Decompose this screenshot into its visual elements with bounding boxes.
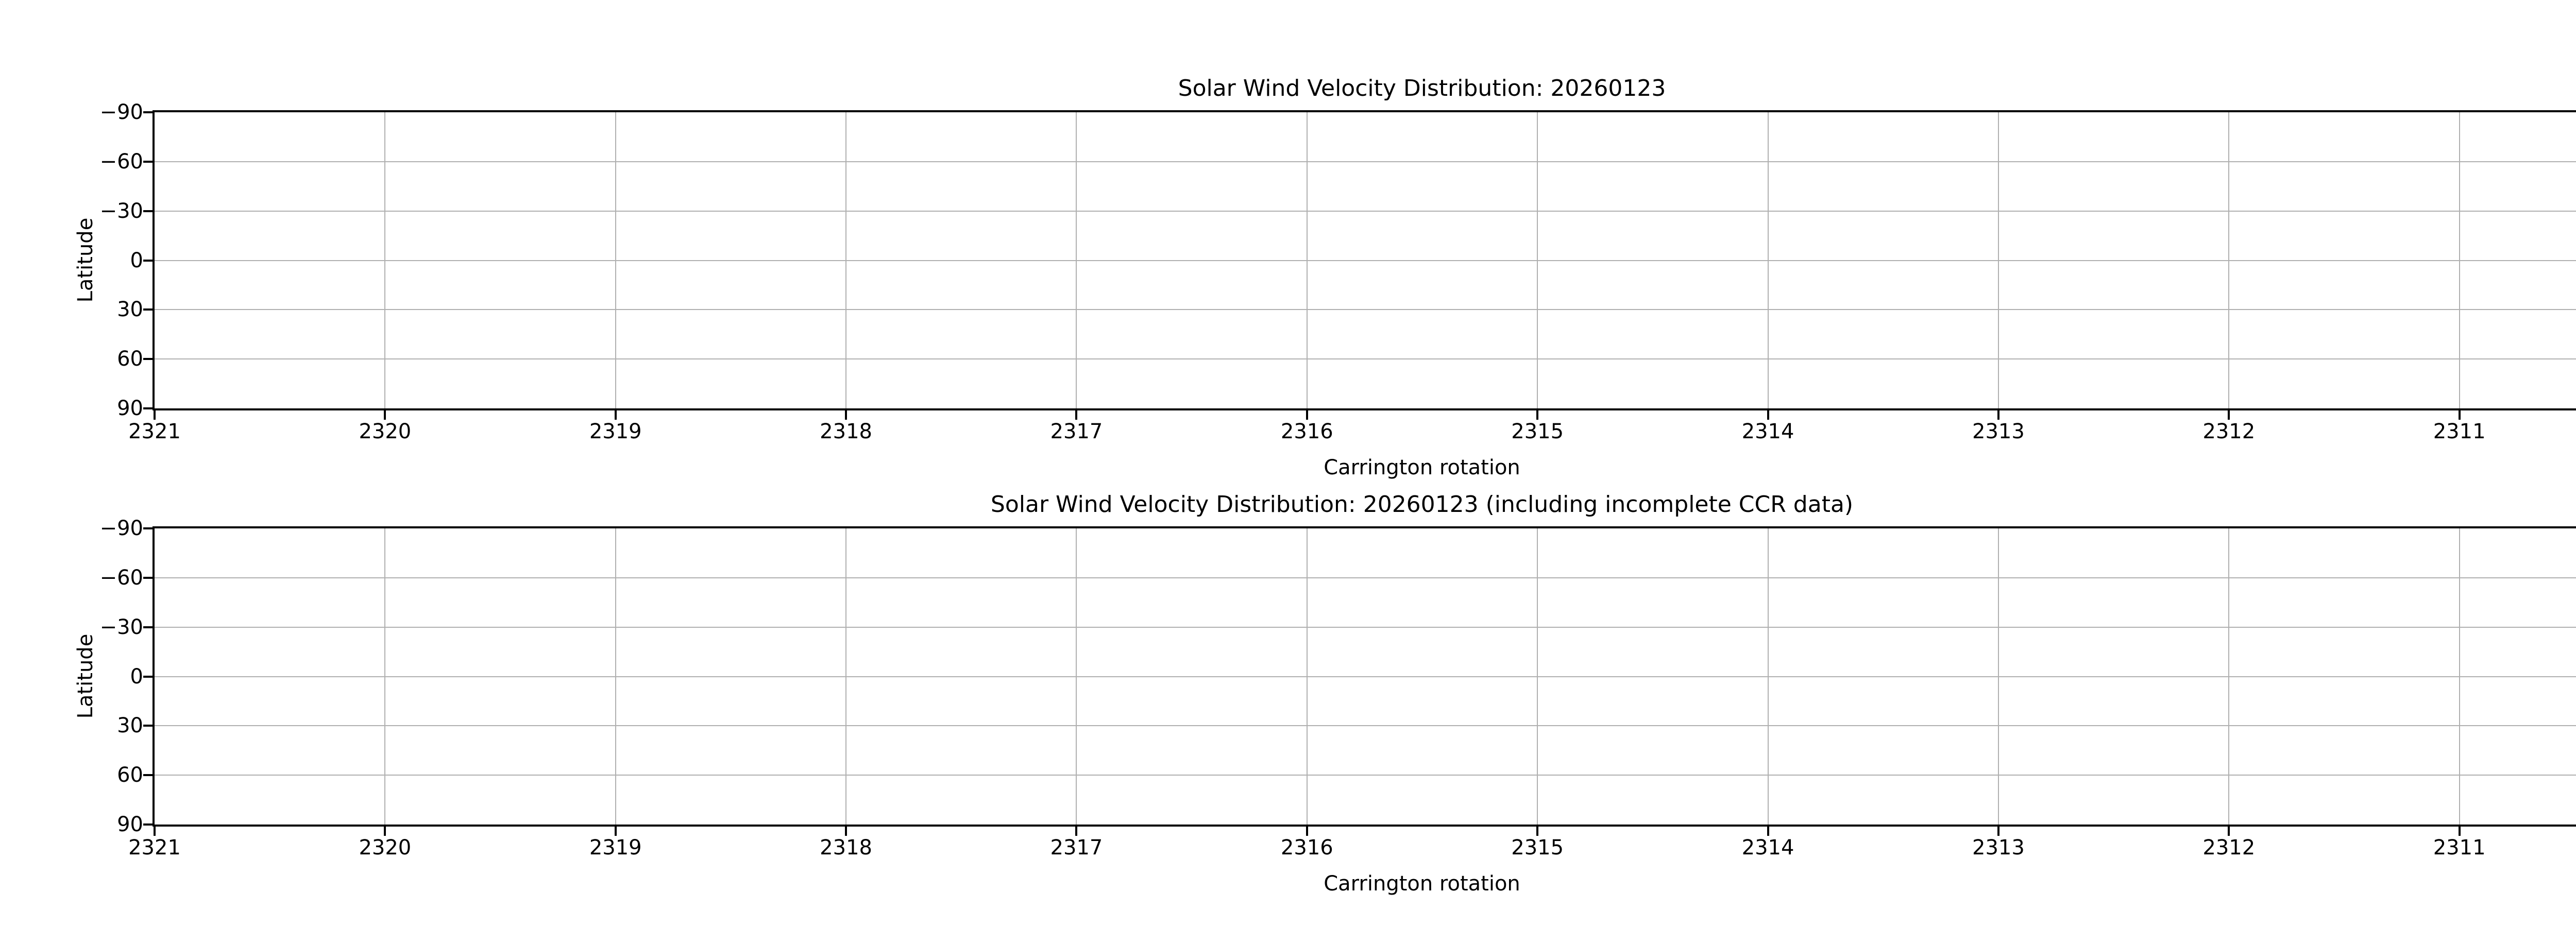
axes-area	[152, 526, 2576, 827]
y-tick-mark	[143, 259, 152, 262]
x-tick-label: 2321	[128, 420, 181, 443]
x-tick-mark	[2228, 827, 2230, 836]
gridline-horizontal	[155, 577, 2576, 578]
y-tick-label: −60	[99, 149, 143, 174]
gridline-horizontal	[155, 676, 2576, 677]
x-tick-label: 2316	[1280, 420, 1333, 443]
y-axis-label: Latitude	[74, 633, 97, 719]
x-tick-label: 2315	[1511, 420, 1564, 443]
gridline-horizontal	[155, 775, 2576, 776]
x-tick-label: 2312	[2202, 836, 2256, 860]
gridline-horizontal	[155, 626, 2576, 628]
x-tick-label: 2318	[820, 420, 872, 443]
x-tick-mark	[614, 827, 617, 836]
y-tick-mark	[143, 823, 152, 826]
x-tick-mark	[384, 410, 386, 420]
y-tick-label: 60	[117, 347, 143, 371]
y-tick-label: −30	[99, 615, 143, 639]
x-tick-label: 2319	[589, 836, 642, 860]
x-tick-label: 2311	[2433, 836, 2486, 860]
x-tick-label: 2311	[2433, 420, 2486, 443]
y-tick-mark	[143, 675, 152, 678]
y-tick-mark	[143, 527, 152, 529]
y-tick-label: 60	[117, 763, 143, 787]
gridline-horizontal	[155, 260, 2576, 261]
x-tick-label: 2320	[359, 420, 412, 443]
y-tick-label: 90	[117, 813, 143, 836]
x-tick-mark	[1075, 827, 1078, 836]
x-tick-mark	[1997, 827, 1999, 836]
x-tick-mark	[1075, 410, 1078, 420]
plot-title: Solar Wind Velocity Distribution: 202601…	[1178, 75, 1666, 101]
axes-area	[152, 110, 2576, 410]
y-tick-mark	[143, 160, 152, 163]
x-tick-label: 2313	[1972, 420, 2025, 443]
x-tick-mark	[1306, 827, 1308, 836]
plot-title: Solar Wind Velocity Distribution: 202601…	[990, 491, 1854, 518]
y-tick-mark	[143, 308, 152, 311]
y-tick-label: 30	[117, 298, 143, 322]
x-tick-mark	[1767, 827, 1769, 836]
x-tick-mark	[154, 827, 156, 836]
y-axis-label: Latitude	[74, 217, 97, 303]
y-tick-mark	[143, 210, 152, 212]
gridline-horizontal	[155, 725, 2576, 727]
x-tick-mark	[845, 827, 848, 836]
x-tick-mark	[2228, 410, 2230, 420]
y-tick-label: 0	[130, 248, 143, 272]
y-tick-mark	[143, 576, 152, 579]
gridline-horizontal	[155, 309, 2576, 311]
x-tick-mark	[1536, 410, 1539, 420]
x-tick-mark	[614, 410, 617, 420]
y-tick-mark	[143, 626, 152, 628]
y-tick-label: 30	[117, 714, 143, 738]
x-tick-label: 2317	[1050, 836, 1103, 860]
x-tick-label: 2320	[359, 836, 412, 860]
x-tick-mark	[1306, 410, 1308, 420]
y-tick-mark	[143, 774, 152, 777]
y-tick-label: −30	[99, 199, 143, 223]
x-tick-label: 2321	[128, 836, 181, 860]
gridline-horizontal	[155, 358, 2576, 360]
x-tick-mark	[2458, 827, 2461, 836]
x-tick-label: 2315	[1511, 836, 1564, 860]
x-tick-label: 2314	[1741, 836, 1794, 860]
x-tick-mark	[2458, 410, 2461, 420]
y-tick-label: 0	[130, 664, 143, 689]
y-tick-label: −60	[99, 565, 143, 590]
gridline-horizontal	[155, 161, 2576, 162]
x-axis-label: Carrington rotation	[1324, 872, 1520, 896]
gridline-horizontal	[155, 210, 2576, 212]
x-tick-label: 2318	[820, 836, 872, 860]
x-axis-label: Carrington rotation	[1324, 456, 1520, 479]
y-tick-mark	[143, 111, 152, 113]
x-tick-mark	[384, 827, 386, 836]
y-tick-label: −90	[99, 100, 143, 124]
x-tick-mark	[845, 410, 848, 420]
y-tick-label: 90	[117, 397, 143, 420]
x-tick-label: 2313	[1972, 836, 2025, 860]
x-tick-mark	[154, 410, 156, 420]
y-tick-mark	[143, 725, 152, 727]
x-tick-mark	[1767, 410, 1769, 420]
x-tick-label: 2316	[1280, 836, 1333, 860]
x-tick-mark	[1997, 410, 1999, 420]
x-tick-label: 2314	[1741, 420, 1794, 443]
x-tick-label: 2317	[1050, 420, 1103, 443]
x-tick-label: 2319	[589, 420, 642, 443]
x-tick-label: 2312	[2202, 420, 2256, 443]
x-tick-mark	[1536, 827, 1539, 836]
y-tick-mark	[143, 358, 152, 360]
y-tick-mark	[143, 407, 152, 409]
y-tick-label: −90	[99, 517, 143, 540]
